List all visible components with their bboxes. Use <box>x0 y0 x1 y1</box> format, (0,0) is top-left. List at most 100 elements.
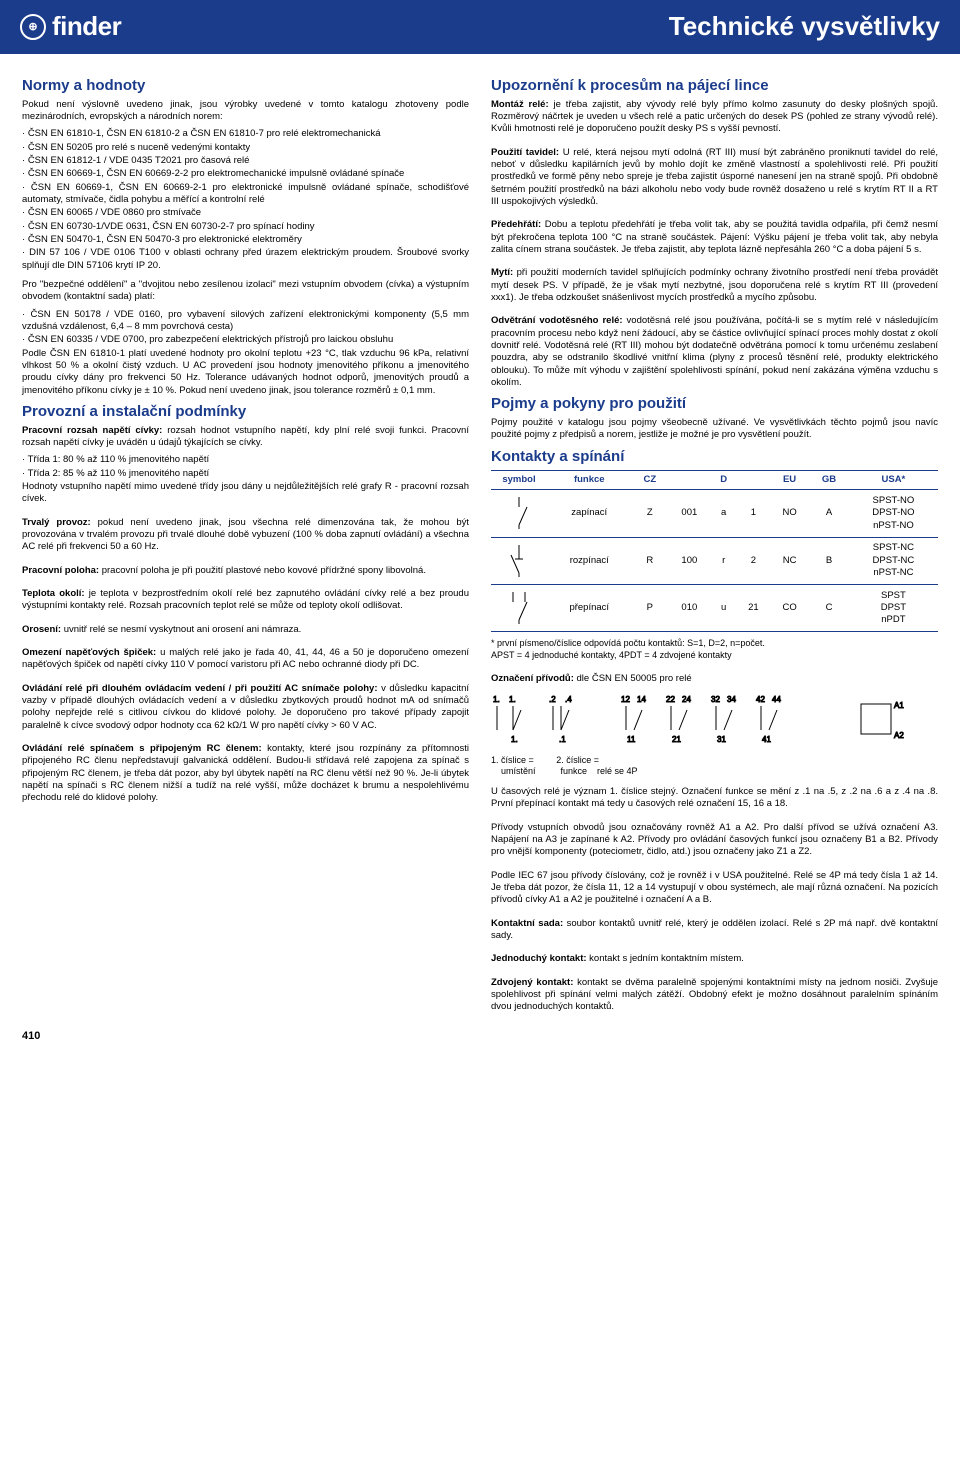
p-zdvojeny: Zdvojený kontakt: kontakt se dvěma paral… <box>491 977 938 1014</box>
table-cell: 1 <box>737 490 770 537</box>
svg-text:31: 31 <box>717 735 726 744</box>
table-cell: 010 <box>668 585 710 632</box>
svg-text:32: 32 <box>711 695 720 704</box>
table-header-row: symbolfunkceCZ D EUGBUSA* <box>491 471 938 490</box>
montaz-label: Montáž relé: <box>491 99 549 110</box>
table-cell: 2 <box>737 537 770 584</box>
p-oroseni: Orosení: uvnitř relé se nesmí vyskytnout… <box>22 624 469 636</box>
oznaceni-text: dle ČSN EN 50005 pro relé <box>574 673 692 684</box>
p-montaz: Montáž relé: je třeba zajistit, aby vývo… <box>491 99 938 136</box>
list-item: ČSN EN 61810-1, ČSN EN 61810-2 a ČSN EN … <box>22 128 469 140</box>
heading-provoz: Provozní a instalační podmínky <box>22 402 469 422</box>
svg-text:1.: 1. <box>509 695 516 704</box>
table-cell: SPST-NO DPST-NO nPST-NO <box>849 490 938 537</box>
jednoduchy-text: kontakt s jedním kontaktním místem. <box>587 953 744 964</box>
svg-text:A1: A1 <box>894 701 904 710</box>
p-predehrati: Předehřátí: Dobu a teplotu předehřátí je… <box>491 219 938 256</box>
norms-intro: Pokud není výslovně uvedeno jinak, jsou … <box>22 99 469 124</box>
p-privody: Přívody vstupních obvodů jsou označovány… <box>491 822 938 859</box>
p-myti: Mytí: při použití moderních tavidel splň… <box>491 267 938 304</box>
oznaceni-label: Označení přívodů: <box>491 673 574 684</box>
table-cell: r <box>711 537 737 584</box>
page-number: 410 <box>0 1029 960 1057</box>
table-cell: Z <box>632 490 669 537</box>
svg-text:1.: 1. <box>511 735 518 744</box>
p-poloha: Pracovní poloha: pracovní poloha je při … <box>22 565 469 577</box>
svg-text:24: 24 <box>682 695 691 704</box>
rc-label: Ovládání relé spínačem s připojeným RC č… <box>22 743 262 754</box>
table-header <box>668 471 710 490</box>
trvaly-label: Trvalý provoz: <box>22 517 91 528</box>
table-cell: C <box>809 585 848 632</box>
header-bar: ⊕ finder Technické vysvětlivky <box>0 0 960 54</box>
list-item: ČSN EN 60730-1/VDE 0631, ČSN EN 60730-2-… <box>22 221 469 233</box>
terminal-diagram: 1. 1. 1. .2 .4 .1 12 14 11 22 24 21 <box>491 690 931 750</box>
contacts-table: symbolfunkceCZDEUGBUSA* zapínacíZ001a1NO… <box>491 470 938 632</box>
digits-legend: 1. číslice = 2. číslice = umístění funkc… <box>491 755 938 778</box>
list-item: Třída 1: 80 % až 110 % jmenovitého napět… <box>22 454 469 466</box>
table-header: D <box>711 471 737 490</box>
heading-kontakty: Kontakty a spínání <box>491 447 938 467</box>
table-cell: SPST DPST nPDT <box>849 585 938 632</box>
table-header: symbol <box>491 471 547 490</box>
predehrati-text: Dobu a teplotu předehřátí je třeba volit… <box>491 219 938 255</box>
isolation-intro: Pro "bezpečné oddělení" a "dvojitou nebo… <box>22 279 469 304</box>
table-cell: B <box>809 537 848 584</box>
svg-text:.1: .1 <box>559 735 566 744</box>
table-header: EU <box>770 471 809 490</box>
right-column: Upozornění k procesům na pájecí lince Mo… <box>491 72 938 1019</box>
svg-text:.2: .2 <box>549 695 556 704</box>
list-item: ČSN EN 60335 / VDE 0700, pro zabezpečení… <box>22 334 469 346</box>
svg-text:1.: 1. <box>493 695 500 704</box>
table-cell: 001 <box>668 490 710 537</box>
table-cell <box>491 585 547 632</box>
p-sada: Kontaktní sada: soubor kontaktů uvnitř r… <box>491 918 938 943</box>
table-header: funkce <box>547 471 632 490</box>
svg-text:21: 21 <box>672 735 681 744</box>
table-footnote: * první písmeno/číslice odpovídá počtu k… <box>491 638 938 661</box>
norms-list: ČSN EN 61810-1, ČSN EN 61810-2 a ČSN EN … <box>22 128 469 272</box>
list-item: ČSN EN 50178 / VDE 0160, pro vybavení si… <box>22 309 469 334</box>
p-rc: Ovládání relé spínačem s připojeným RC č… <box>22 743 469 805</box>
list-item: ČSN EN 60065 / VDE 0860 pro stmívače <box>22 207 469 219</box>
table-header: CZ <box>632 471 669 490</box>
list-item: Třída 2: 85 % až 110 % jmenovitého napět… <box>22 468 469 480</box>
p-iec: Podle IEC 67 jsou přívody číslovány, což… <box>491 870 938 907</box>
svg-text:22: 22 <box>666 695 675 704</box>
svg-text:41: 41 <box>762 735 771 744</box>
table-cell: zapínací <box>547 490 632 537</box>
jednoduchy-label: Jednoduchý kontakt: <box>491 953 587 964</box>
tavidel-label: Použití tavidel: <box>491 147 559 158</box>
list-item: ČSN EN 60669-1, ČSN EN 60669-2-2 pro ele… <box>22 168 469 180</box>
logo: ⊕ finder <box>20 10 121 44</box>
list-item: DIN 57 106 / VDE 0106 T100 v oblasti och… <box>22 247 469 272</box>
ovladani-label: Ovládání relé při dlouhém ovládacím vede… <box>22 683 378 694</box>
p-oznaceni: Označení přívodů: dle ČSN EN 50005 pro r… <box>491 673 938 685</box>
list-item: ČSN EN 50205 pro relé s nuceně vedenými … <box>22 142 469 154</box>
predehrati-label: Předehřátí: <box>491 219 541 230</box>
table-row: zapínacíZ001a1NOASPST-NO DPST-NO nPST-NO <box>491 490 938 537</box>
table-cell: a <box>711 490 737 537</box>
svg-text:.4: .4 <box>565 695 572 704</box>
zdvojeny-label: Zdvojený kontakt: <box>491 977 573 988</box>
myti-text: při použití moderních tavidel splňujícíc… <box>491 267 938 303</box>
list-item: ČSN EN 60669-1, ČSN EN 60669-2-1 pro ele… <box>22 182 469 207</box>
p-jednoduchy: Jednoduchý kontakt: kontakt s jedním kon… <box>491 953 938 965</box>
provoz-p2: Hodnoty vstupního napětí mimo uvedené tř… <box>22 481 469 506</box>
svg-text:44: 44 <box>772 695 781 704</box>
table-row: přepínacíP010u21COCSPST DPST nPDT <box>491 585 938 632</box>
svg-text:11: 11 <box>627 735 636 744</box>
table-cell: NO <box>770 490 809 537</box>
table-row: rozpínacíR100r2NCBSPST-NC DPST-NC nPST-N… <box>491 537 938 584</box>
table-header: GB <box>809 471 848 490</box>
isolation-list: ČSN EN 50178 / VDE 0160, pro vybavení si… <box>22 309 469 347</box>
brand-text: finder <box>52 10 121 44</box>
page-body: Normy a hodnoty Pokud není výslovně uved… <box>0 54 960 1029</box>
myti-label: Mytí: <box>491 267 513 278</box>
teplota-text: je teplota v bezprostředním okolí relé b… <box>22 588 469 611</box>
heading-pojmy: Pojmy a pokyny pro použití <box>491 394 938 414</box>
oroseni-label: Orosení: <box>22 624 61 635</box>
table-header: USA* <box>849 471 938 490</box>
page-title: Technické vysvětlivky <box>669 10 940 44</box>
logo-icon: ⊕ <box>20 14 46 40</box>
